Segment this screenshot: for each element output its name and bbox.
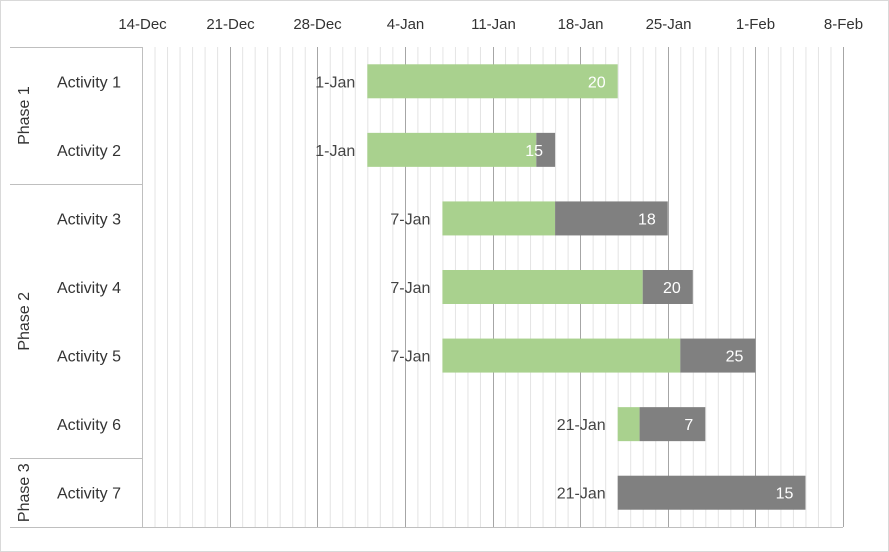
start-date-label: 1-Jan xyxy=(315,74,355,91)
x-tick-label: 11-Jan xyxy=(471,16,516,33)
bar-segment-series-2 xyxy=(680,338,756,373)
bar-segment-series-1 xyxy=(617,407,640,442)
phase-label: Phase 1 xyxy=(16,86,33,145)
category-label: Activity 6 xyxy=(57,417,121,434)
category-label: Activity 5 xyxy=(57,349,121,366)
category-labels: Phase 1 Phase 2 Phase 3 Activity 1 Activity … xyxy=(16,74,121,522)
start-date-label: 1-Jan xyxy=(315,143,355,160)
x-axis-tick-labels: 14-Dec 21-Dec 28-Dec 4-Jan 11-Jan 18-Jan 25-Ja… xyxy=(118,16,863,33)
bar-segment-series-1 xyxy=(367,64,618,99)
start-date-label: 21-Jan xyxy=(557,486,606,503)
x-tick-label: 14-Dec xyxy=(118,16,167,33)
axis-lines xyxy=(10,47,843,528)
start-date-label: 7-Jan xyxy=(390,349,430,366)
bar-segment-series-1 xyxy=(442,338,681,373)
duration-label: 25 xyxy=(726,349,744,366)
duration-label: 20 xyxy=(588,74,606,91)
bar-segment-series-2 xyxy=(642,270,693,304)
start-date-label: 21-Jan xyxy=(557,417,606,434)
bar-segment-series-2 xyxy=(639,407,706,442)
start-date-label: 7-Jan xyxy=(390,211,430,228)
phase-label: Phase 2 xyxy=(16,292,33,351)
x-tick-label: 25-Jan xyxy=(646,16,692,33)
bar-segment-series-2 xyxy=(555,201,668,236)
x-tick-label: 21-Dec xyxy=(206,16,255,33)
data-labels: 1-Jan 20 1-Jan 15 7-Jan 18 7-Jan 20 7-Jan 25 21-Ja… xyxy=(315,74,793,502)
category-label: Activity 4 xyxy=(57,280,121,297)
bar-segment-series-2 xyxy=(617,475,806,510)
duration-label: 18 xyxy=(638,211,656,228)
category-label: Activity 1 xyxy=(57,74,121,91)
bar-segment-series-2 xyxy=(536,132,556,167)
start-date-label: 7-Jan xyxy=(390,280,430,297)
category-label: Activity 7 xyxy=(57,486,121,503)
category-label: Activity 2 xyxy=(57,143,121,160)
bar-segment-series-1 xyxy=(442,270,643,304)
duration-label: 20 xyxy=(663,280,681,297)
x-tick-label: 8-Feb xyxy=(824,16,863,33)
x-tick-label: 18-Jan xyxy=(558,16,604,33)
x-tick-label: 1-Feb xyxy=(736,16,775,33)
bar-segment-series-1 xyxy=(367,132,537,167)
duration-label: 7 xyxy=(684,417,693,434)
x-tick-label: 28-Dec xyxy=(293,16,342,33)
bars xyxy=(367,64,806,510)
category-label: Activity 3 xyxy=(57,211,121,228)
bar-segment-series-1 xyxy=(442,201,556,236)
phase-label: Phase 3 xyxy=(16,463,33,522)
duration-label: 15 xyxy=(525,143,543,160)
x-tick-label: 4-Jan xyxy=(387,16,425,33)
duration-label: 15 xyxy=(776,486,794,503)
